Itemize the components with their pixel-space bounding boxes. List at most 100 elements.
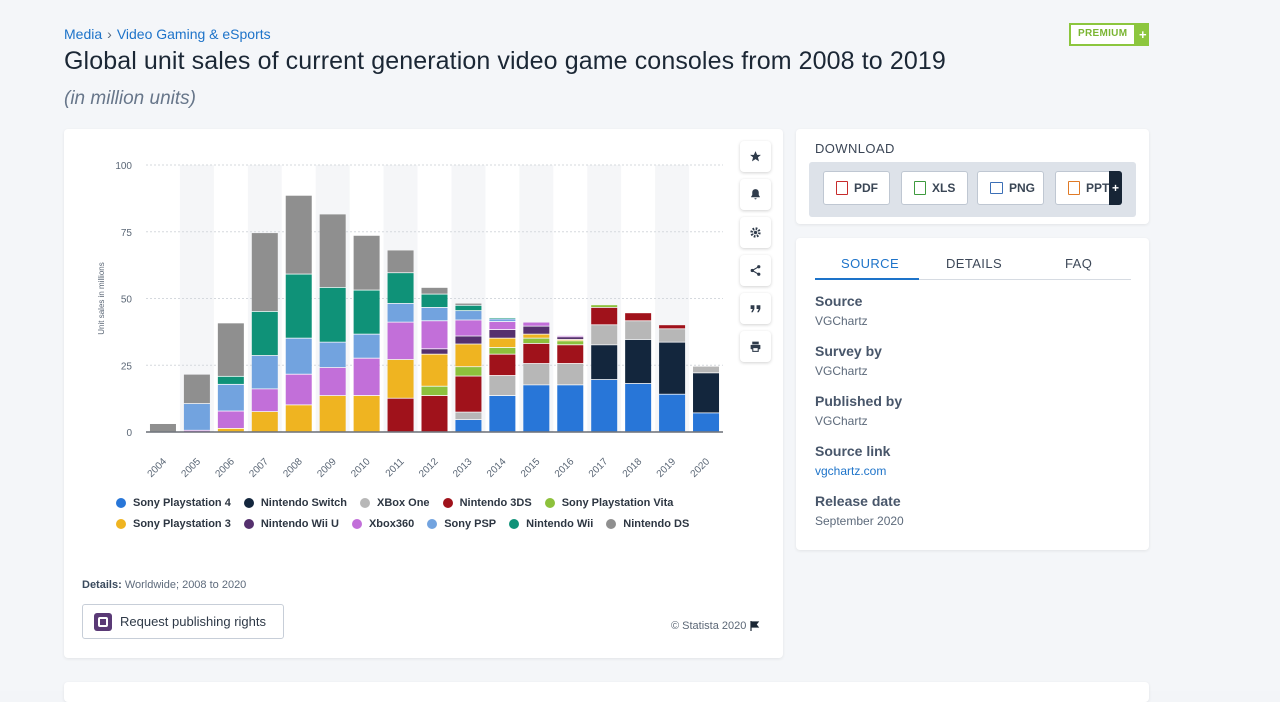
bar-segment (489, 348, 515, 354)
legend-dot (244, 519, 254, 529)
source-label: Source (815, 293, 862, 309)
flag-icon[interactable] (750, 621, 760, 631)
bar-segment (388, 360, 414, 398)
legend-item[interactable]: Nintendo DS (606, 518, 689, 530)
page-title: Global unit sales of current generation … (64, 47, 946, 76)
legend-item[interactable]: Nintendo Wii (509, 518, 593, 530)
bar-segment (388, 323, 414, 360)
tab-faq[interactable]: FAQ (1065, 256, 1092, 271)
bar-segment (354, 396, 380, 431)
bar-segment (489, 396, 515, 431)
legend-item[interactable]: Sony PSP (427, 518, 496, 530)
legend-label: XBox One (377, 497, 430, 509)
bar-segment (659, 325, 685, 328)
bar-segment (354, 236, 380, 290)
xls-download-button[interactable]: XLS (901, 171, 968, 205)
bar-segment (286, 375, 312, 405)
bar-segment (354, 335, 380, 358)
bar-segment (489, 339, 515, 348)
request-publishing-rights-button[interactable]: Request publishing rights (82, 604, 284, 639)
bar-segment (625, 340, 651, 383)
bar-segment (693, 413, 719, 431)
y-axis-label: Unit sales in millions (97, 262, 106, 334)
release-date-label: Release date (815, 493, 901, 509)
legend-item[interactable]: Nintendo Switch (244, 497, 347, 509)
download-tray: PDF XLS PNG PPT + (809, 162, 1136, 217)
legend-dot (545, 498, 555, 508)
breadcrumb-video-gaming[interactable]: Video Gaming & eSports (117, 26, 271, 42)
legend-label: Xbox360 (369, 518, 414, 530)
png-download-button[interactable]: PNG (977, 171, 1044, 205)
x-tick-label: 2012 (417, 456, 441, 479)
bar-segment (218, 323, 244, 376)
premium-badge[interactable]: PREMIUM + (1069, 23, 1149, 46)
legend-item[interactable]: Sony Playstation 3 (116, 518, 231, 530)
star-icon[interactable] (740, 141, 771, 172)
y-tick-label: 50 (121, 295, 133, 306)
bar-segment (218, 411, 244, 428)
bar-segment (252, 356, 278, 389)
legend-item[interactable]: XBox One (360, 497, 430, 509)
bar-segment (286, 405, 312, 431)
publish-button-label: Request publishing rights (120, 614, 266, 629)
breadcrumb-media[interactable]: Media (64, 26, 102, 42)
y-tick-label: 25 (121, 361, 133, 372)
bar-segment (455, 311, 481, 320)
legend-item[interactable]: Nintendo Wii U (244, 518, 339, 530)
legend-row-1: Sony Playstation 4 Nintendo Switch XBox … (116, 492, 756, 513)
bar-segment (422, 308, 448, 321)
x-tick-label: 2013 (451, 456, 475, 479)
bell-icon[interactable] (740, 179, 771, 210)
tab-source[interactable]: SOURCE (841, 256, 899, 271)
bar-segment (455, 344, 481, 366)
ppt-plus-button[interactable]: + (1109, 171, 1122, 205)
legend-dot (509, 519, 519, 529)
x-tick-label: 2008 (281, 456, 305, 479)
bar-segment (252, 412, 278, 431)
source-link[interactable]: vgchartz.com (815, 464, 886, 478)
details-text: Worldwide; 2008 to 2020 (125, 579, 247, 591)
pdf-download-button[interactable]: PDF (823, 171, 890, 205)
source-value: VGChartz (815, 314, 868, 328)
y-tick-label: 75 (121, 228, 133, 239)
bar-segment (523, 323, 549, 326)
published-by-label: Published by (815, 393, 902, 409)
legend-item[interactable]: Sony Playstation Vita (545, 497, 674, 509)
download-title: DOWNLOAD (815, 141, 895, 156)
legend-dot (360, 498, 370, 508)
bar-segment (625, 321, 651, 339)
bar-segment (388, 304, 414, 322)
quote-icon[interactable] (740, 293, 771, 324)
chart-details: Details: Worldwide; 2008 to 2020 (82, 579, 246, 591)
download-card: DOWNLOAD PDF XLS PNG PPT + (796, 129, 1149, 224)
bar-segment (557, 364, 583, 385)
x-tick-label: 2019 (655, 456, 679, 479)
ppt-download-button[interactable]: PPT + (1055, 171, 1122, 205)
y-tick-label: 0 (126, 428, 132, 439)
print-icon[interactable] (740, 331, 771, 362)
bar-segment (388, 399, 414, 432)
gear-icon[interactable] (740, 217, 771, 248)
tab-details[interactable]: DETAILS (946, 256, 1002, 271)
bar-segment (523, 339, 549, 344)
legend-item[interactable]: Nintendo 3DS (443, 497, 532, 509)
bar-segment (659, 395, 685, 432)
legend-label: Sony Playstation 4 (133, 497, 231, 509)
bar-segment (422, 349, 448, 354)
x-tick-label: 2014 (485, 456, 509, 479)
share-icon[interactable] (740, 255, 771, 286)
bar-segment (489, 319, 515, 321)
bar-segment (455, 376, 481, 411)
bar-segment (591, 305, 617, 307)
bar-segment (252, 312, 278, 355)
copyright: © Statista 2020 (671, 620, 760, 632)
bar-segment (523, 335, 549, 338)
legend-item[interactable]: Xbox360 (352, 518, 414, 530)
bar-segment (455, 420, 481, 431)
legend-item[interactable]: Sony Playstation 4 (116, 497, 231, 509)
y-tick-label: 100 (115, 161, 132, 172)
x-tick-label: 2017 (587, 456, 611, 479)
bar-segment (455, 336, 481, 343)
x-tick-label: 2005 (180, 456, 204, 479)
bar-segment (523, 364, 549, 385)
